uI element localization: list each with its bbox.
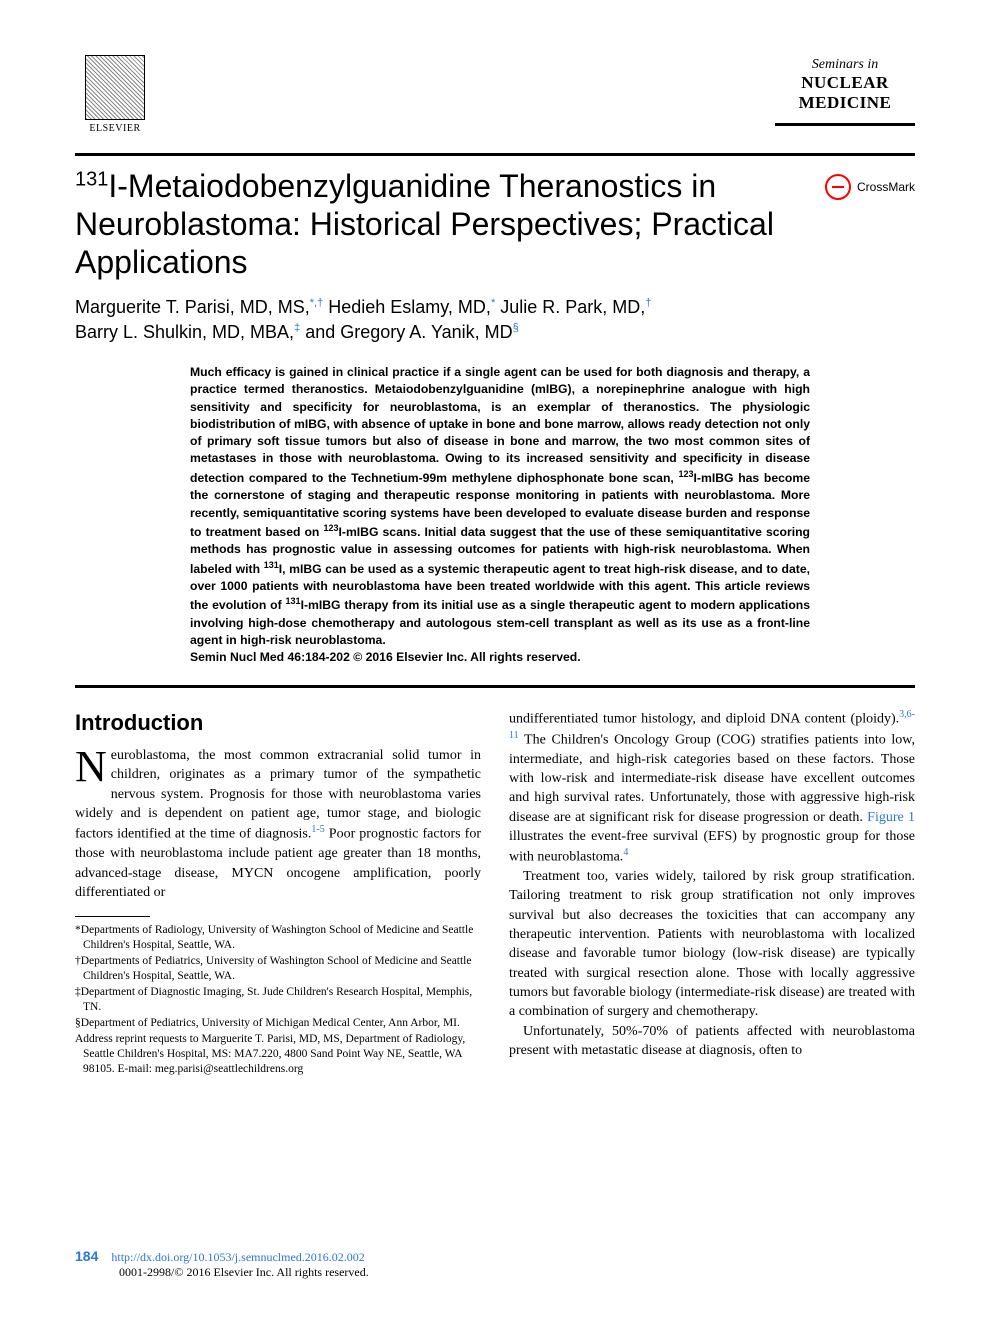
figure-1-ref[interactable]: Figure 1 (867, 810, 915, 825)
abstract-citation: Semin Nucl Med 46:184-202 © 2016 Elsevie… (190, 649, 810, 666)
article-title: 131I-Metaiodobenzylguanidine Theranostic… (75, 168, 805, 281)
intro-paragraph-1: Neuroblastoma, the most common extracran… (75, 746, 481, 902)
author-3: Julie R. Park, MD, (500, 297, 645, 317)
body-columns: Introduction Neuroblastoma, the most com… (75, 708, 915, 1078)
page-footer: 184 http://dx.doi.org/10.1053/j.semnuclm… (75, 1248, 915, 1280)
journal-title-box: Seminars in NUCLEAR MEDICINE (775, 55, 915, 126)
correspondence: Address reprint requests to Marguerite T… (75, 1032, 481, 1077)
left-column: Introduction Neuroblastoma, the most com… (75, 708, 481, 1078)
author-1: Marguerite T. Parisi, MD, MS, (75, 297, 310, 317)
journal-nuclear: NUCLEAR (775, 73, 915, 93)
right-paragraph-3: Unfortunately, 50%-70% of patients affec… (509, 1022, 915, 1061)
affiliations: *Departments of Radiology, University of… (75, 923, 481, 1076)
right-column: undifferentiated tumor histology, and di… (509, 708, 915, 1078)
affiliation-3: ‡Department of Diagnostic Imaging, St. J… (75, 985, 481, 1015)
title-row: 131I-Metaiodobenzylguanidine Theranostic… (75, 168, 915, 281)
affiliation-rule (75, 916, 150, 917)
right-paragraph-2: Treatment too, varies widely, tailored b… (509, 867, 915, 1022)
journal-seminars: Seminars in (775, 57, 915, 73)
abstract-text: Much efficacy is gained in clinical prac… (190, 364, 810, 650)
header-rule (75, 153, 915, 156)
right-paragraph-1: undifferentiated tumor histology, and di… (509, 708, 915, 867)
affiliation-4: §Department of Pediatrics, University of… (75, 1016, 481, 1031)
abstract: Much efficacy is gained in clinical prac… (190, 364, 810, 667)
citation-1-5[interactable]: 1-5 (311, 824, 324, 835)
affiliation-2: †Departments of Pediatrics, University o… (75, 954, 481, 984)
page-number: 184 (75, 1248, 98, 1264)
author-list: Marguerite T. Parisi, MD, MS,*,† Hedieh … (75, 295, 915, 344)
publisher-name: ELSEVIER (89, 123, 140, 134)
author-4: Barry L. Shulkin, MD, MBA, (75, 322, 294, 342)
crossmark-icon (825, 174, 851, 200)
abstract-rule (75, 685, 915, 688)
author-3-aff: † (645, 297, 651, 309)
author-2-aff: * (491, 297, 495, 309)
title-superscript: 131 (75, 168, 108, 190)
crossmark-badge[interactable]: CrossMark (825, 174, 915, 200)
elsevier-tree-icon (85, 55, 145, 120)
author-1-aff: *,† (310, 297, 323, 309)
dropcap: N (75, 746, 111, 785)
citation-4[interactable]: 4 (623, 847, 628, 858)
title-text: I-Metaiodobenzylguanidine Theranostics i… (75, 168, 774, 280)
author-5: Gregory A. Yanik, MD (340, 322, 512, 342)
crossmark-label: CrossMark (857, 180, 915, 194)
page-header: ELSEVIER Seminars in NUCLEAR MEDICINE (75, 55, 915, 145)
journal-medicine: MEDICINE (775, 93, 915, 113)
author-and: and (300, 322, 340, 342)
intro-heading: Introduction (75, 708, 481, 738)
affiliation-1: *Departments of Radiology, University of… (75, 923, 481, 953)
author-5-aff: § (513, 322, 519, 334)
author-2: Hedieh Eslamy, MD, (328, 297, 491, 317)
doi-link[interactable]: http://dx.doi.org/10.1053/j.semnuclmed.2… (111, 1250, 364, 1264)
publisher-logo: ELSEVIER (75, 55, 155, 145)
copyright: 0001-2998/© 2016 Elsevier Inc. All right… (119, 1265, 915, 1280)
